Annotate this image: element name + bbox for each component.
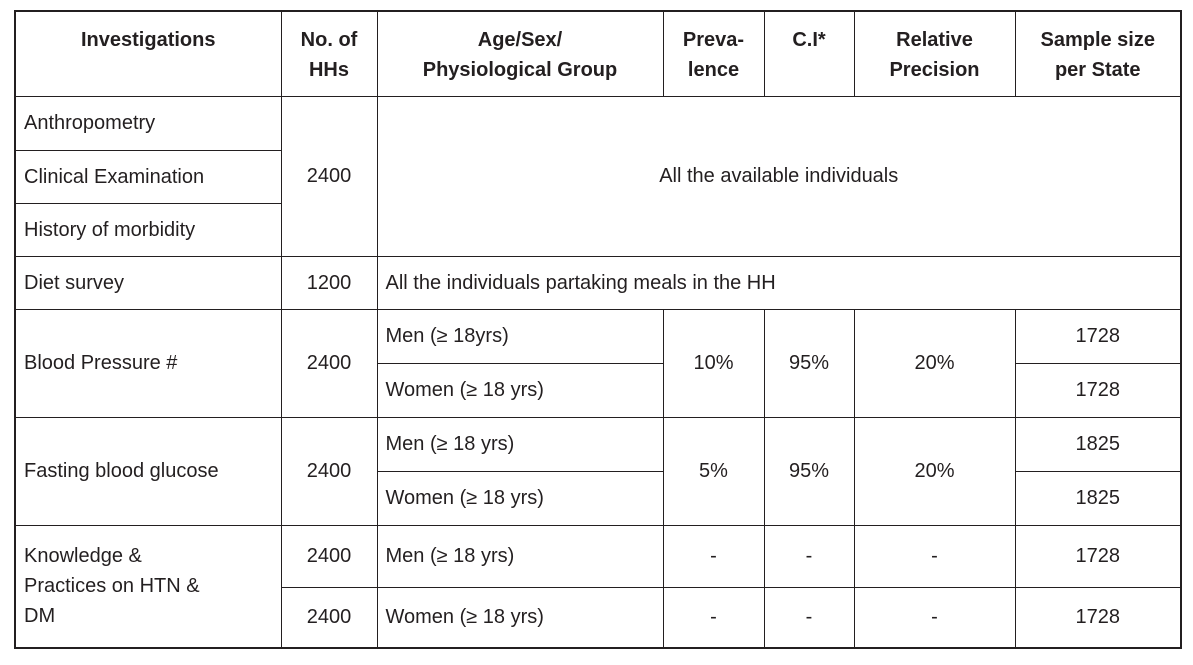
cell-hhs-blood-pressure: 2400 <box>280 308 378 418</box>
cell-ci-knowledge-women: - <box>763 586 855 649</box>
cell-note-all-available: All the available individuals <box>376 95 1182 257</box>
table-row: Anthropometry 2400 All the available ind… <box>14 95 1182 257</box>
table-row: Knowledge & Practices on HTN & DM 2400 M… <box>14 524 1182 649</box>
cell-group-knowledge-men: Men (≥ 18 yrs) <box>376 524 664 588</box>
cell-group-bp-men: Men (≥ 18yrs) <box>376 308 664 364</box>
table-row: Blood Pressure # 2400 Men (≥ 18yrs) 10% … <box>14 308 1182 418</box>
cell-investigation-clinical-examination: Clinical Examination <box>14 149 282 204</box>
table-row: History of morbidity <box>14 202 1181 257</box>
cell-investigation-fasting-glucose: Fasting blood glucose <box>14 416 282 526</box>
cell-ci-bp: 95% <box>763 308 855 418</box>
header-relative-precision: Relative Precision <box>853 10 1016 97</box>
cell-investigation-blood-pressure: Blood Pressure # <box>14 308 282 418</box>
cell-prevalence-bp: 10% <box>662 308 765 418</box>
cell-sample-bp-women: 1728 <box>1014 362 1182 418</box>
cell-investigation-knowledge-practices: Knowledge & Practices on HTN & DM <box>14 524 282 649</box>
header-investigations: Investigations <box>14 10 282 97</box>
header-age-sex-group: Age/Sex/ Physiological Group <box>376 10 664 97</box>
cell-ci-knowledge-men: - <box>763 524 855 588</box>
cell-investigation-diet-survey: Diet survey <box>14 255 282 310</box>
table-row: Diet survey 1200 All the individuals par… <box>14 255 1182 310</box>
header-sample-size: Sample size per State <box>1014 10 1182 97</box>
cell-relative-precision-fbg: 20% <box>853 416 1016 526</box>
cell-hhs-diet: 1200 <box>280 255 378 310</box>
cell-hhs-knowledge-men: 2400 <box>280 524 378 588</box>
header-no-of-hhs: No. of HHs <box>280 10 378 97</box>
cell-group-fbg-women: Women (≥ 18 yrs) <box>376 470 664 526</box>
table-row: Women (≥ 18 yrs) 1728 <box>15 362 1182 418</box>
cell-hhs-anthro-group: 2400 <box>280 95 378 257</box>
table-row: Women (≥ 18 yrs) 1825 <box>15 470 1182 526</box>
cell-investigation-anthropometry: Anthropometry <box>14 95 282 151</box>
cell-sample-knowledge-women: 1728 <box>1014 586 1182 649</box>
cell-group-knowledge-women: Women (≥ 18 yrs) <box>376 586 664 649</box>
cell-relative-precision-knowledge-women: - <box>853 586 1016 649</box>
cell-relative-precision-knowledge-men: - <box>853 524 1016 588</box>
cell-note-partaking-meals: All the individuals partaking meals in t… <box>376 255 1182 310</box>
cell-prevalence-knowledge-women: - <box>662 586 765 649</box>
cell-sample-bp-men: 1728 <box>1014 308 1182 364</box>
cell-ci-fbg: 95% <box>763 416 855 526</box>
cell-sample-knowledge-men: 1728 <box>1014 524 1182 588</box>
header-prevalence: Preva- lence <box>662 10 765 97</box>
cell-hhs-knowledge-women: 2400 <box>280 586 378 649</box>
table-row: Fasting blood glucose 2400 Men (≥ 18 yrs… <box>14 416 1182 526</box>
table-row: Clinical Examination <box>14 149 1181 204</box>
cell-group-bp-women: Women (≥ 18 yrs) <box>376 362 664 418</box>
cell-prevalence-knowledge-men: - <box>662 524 765 588</box>
cell-sample-fbg-women: 1825 <box>1014 470 1182 526</box>
cell-investigation-history-morbidity: History of morbidity <box>14 202 282 257</box>
cell-sample-fbg-men: 1825 <box>1014 416 1182 472</box>
cell-hhs-fasting-glucose: 2400 <box>280 416 378 526</box>
cell-prevalence-fbg: 5% <box>662 416 765 526</box>
header-row: Investigations No. of HHs Age/Sex/ Physi… <box>14 10 1182 97</box>
header-ci: C.I* <box>763 10 855 97</box>
sampling-plan-table: Investigations No. of HHs Age/Sex/ Physi… <box>14 10 1182 649</box>
cell-relative-precision-bp: 20% <box>853 308 1016 418</box>
table-row: 2400 Women (≥ 18 yrs) - - - 1728 <box>15 586 1182 649</box>
cell-group-fbg-men: Men (≥ 18 yrs) <box>376 416 664 472</box>
